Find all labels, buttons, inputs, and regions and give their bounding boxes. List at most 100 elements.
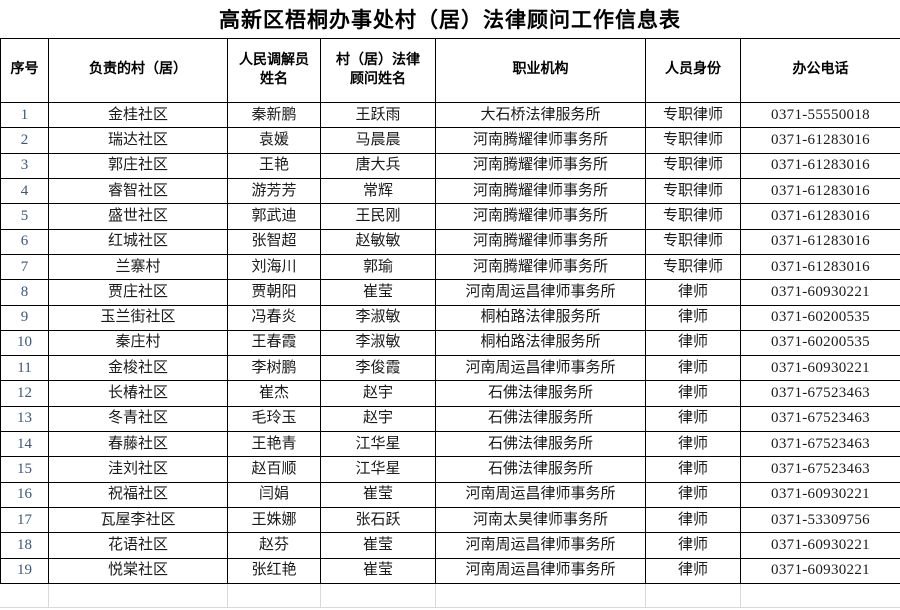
table-row: 9 玉兰街社区 冯春炎 李淑敏 桐柏路法律服务所 律师 0371-60200535 xyxy=(0,304,900,331)
serial-cell: 14 xyxy=(0,431,49,458)
advisor-name-cell: 赵宇 xyxy=(320,405,436,433)
institution-cell: 河南腾耀律师事务所 xyxy=(435,177,646,205)
village-cell: 秦庄村 xyxy=(48,329,228,357)
identity-cell: 律师 xyxy=(645,481,741,509)
institution-cell: 河南周运昌律师事务所 xyxy=(435,481,646,509)
column-header: 序号 xyxy=(0,38,49,103)
phone-cell: 0371-67523463 xyxy=(740,380,900,407)
institution-cell: 河南周运昌律师事务所 xyxy=(435,532,646,559)
advisor-name-cell: 崔莹 xyxy=(320,481,436,509)
advisor-name-cell: 江华星 xyxy=(320,431,436,458)
serial-cell: 11 xyxy=(0,355,49,382)
serial-cell: 1 xyxy=(0,101,49,129)
institution-cell: 石佛法律服务所 xyxy=(435,405,646,433)
village-cell: 红城社区 xyxy=(48,228,228,255)
village-cell: 睿智社区 xyxy=(48,177,228,205)
gridline xyxy=(320,584,321,608)
institution-cell: 石佛法律服务所 xyxy=(435,431,646,458)
identity-cell: 律师 xyxy=(645,279,741,306)
phone-cell: 0371-60930221 xyxy=(740,279,900,306)
serial-cell: 12 xyxy=(0,380,49,407)
table-row: 16 祝福社区 闫娟 崔莹 河南周运昌律师事务所 律师 0371-60930221 xyxy=(0,481,900,509)
gridline xyxy=(227,584,228,608)
phone-cell: 0371-60930221 xyxy=(740,532,900,559)
column-header: 负责的村（居） xyxy=(48,38,228,103)
advisor-name-cell: 郭瑜 xyxy=(320,253,436,281)
phone-cell: 0371-60930221 xyxy=(740,557,900,585)
identity-cell: 律师 xyxy=(645,329,741,357)
phone-cell: 0371-61283016 xyxy=(740,253,900,281)
table-row: 4 睿智社区 游芳芳 常辉 河南腾耀律师事务所 专职律师 0371-61283016 xyxy=(0,177,900,205)
mediator-name-cell: 王艳 xyxy=(227,152,321,179)
table-row: 17 瓦屋李社区 王姝娜 张石跃 河南太昊律师事务所 律师 0371-53309756 xyxy=(0,506,900,534)
identity-cell: 律师 xyxy=(645,355,741,382)
advisor-name-cell: 唐大兵 xyxy=(320,152,436,179)
serial-cell: 15 xyxy=(0,456,49,483)
village-cell: 兰寨村 xyxy=(48,253,228,281)
column-header: 人民调解员 姓名 xyxy=(227,38,321,103)
village-cell: 玉兰街社区 xyxy=(48,304,228,331)
village-cell: 郭庄社区 xyxy=(48,152,228,179)
header-row: 序号 负责的村（居） 人民调解员 姓名 村（居）法律 顾问姓名 职业机构 人员身份 办公电话 xyxy=(0,38,900,103)
village-cell: 瓦屋李社区 xyxy=(48,506,228,534)
village-cell: 长椿社区 xyxy=(48,380,228,407)
table-row: 15 洼刘社区 赵百顺 江华星 石佛法律服务所 律师 0371-67523463 xyxy=(0,456,900,483)
mediator-name-cell: 崔杰 xyxy=(227,380,321,407)
mediator-name-cell: 秦新鹏 xyxy=(227,101,321,129)
advisor-name-cell: 赵宇 xyxy=(320,380,436,407)
mediator-name-cell: 毛玲玉 xyxy=(227,405,321,433)
serial-cell: 9 xyxy=(0,304,49,331)
table-row: 5 盛世社区 郭武迪 王民刚 河南腾耀律师事务所 专职律师 0371-61283016 xyxy=(0,203,900,230)
identity-cell: 律师 xyxy=(645,456,741,483)
serial-cell: 8 xyxy=(0,279,49,306)
phone-cell: 0371-60200535 xyxy=(740,304,900,331)
phone-cell: 0371-61283016 xyxy=(740,177,900,205)
institution-cell: 河南周运昌律师事务所 xyxy=(435,279,646,306)
advisor-name-cell: 赵敏敏 xyxy=(320,228,436,255)
serial-cell: 13 xyxy=(0,405,49,433)
serial-cell: 5 xyxy=(0,203,49,230)
village-cell: 盛世社区 xyxy=(48,203,228,230)
table-header: 序号 负责的村（居） 人民调解员 姓名 村（居）法律 顾问姓名 职业机构 人员身份 办公电话 xyxy=(0,38,900,103)
phone-cell: 0371-67523463 xyxy=(740,405,900,433)
table-row: 10 秦庄村 王春霞 李淑敏 桐柏路法律服务所 律师 0371-60200535 xyxy=(0,329,900,357)
advisor-name-cell: 崔莹 xyxy=(320,557,436,585)
advisor-name-cell: 王民刚 xyxy=(320,203,436,230)
column-header: 办公电话 xyxy=(740,38,900,103)
institution-cell: 河南腾耀律师事务所 xyxy=(435,127,646,154)
column-header: 职业机构 xyxy=(435,38,646,103)
village-cell: 洼刘社区 xyxy=(48,456,228,483)
village-cell: 悦棠社区 xyxy=(48,557,228,585)
serial-cell: 7 xyxy=(0,253,49,281)
table-row: 18 花语社区 赵芬 崔莹 河南周运昌律师事务所 律师 0371-60930221 xyxy=(0,532,900,559)
mediator-name-cell: 贾朝阳 xyxy=(227,279,321,306)
serial-cell: 3 xyxy=(0,152,49,179)
identity-cell: 专职律师 xyxy=(645,177,741,205)
phone-cell: 0371-61283016 xyxy=(740,203,900,230)
page-title: 高新区梧桐办事处村（居）法律顾问工作信息表 xyxy=(219,8,681,32)
mediator-name-cell: 游芳芳 xyxy=(227,177,321,205)
advisor-name-cell: 江华星 xyxy=(320,456,436,483)
empty-grid-row xyxy=(0,584,900,608)
institution-cell: 河南腾耀律师事务所 xyxy=(435,152,646,179)
gridline xyxy=(435,584,436,608)
phone-cell: 0371-60930221 xyxy=(740,355,900,382)
serial-cell: 16 xyxy=(0,481,49,509)
institution-cell: 河南太昊律师事务所 xyxy=(435,506,646,534)
mediator-name-cell: 王艳青 xyxy=(227,431,321,458)
mediator-name-cell: 王春霞 xyxy=(227,329,321,357)
serial-cell: 18 xyxy=(0,532,49,559)
identity-cell: 专职律师 xyxy=(645,101,741,129)
serial-cell: 10 xyxy=(0,329,49,357)
institution-cell: 石佛法律服务所 xyxy=(435,380,646,407)
identity-cell: 律师 xyxy=(645,431,741,458)
phone-cell: 0371-55550018 xyxy=(740,101,900,129)
identity-cell: 律师 xyxy=(645,506,741,534)
village-cell: 贾庄社区 xyxy=(48,279,228,306)
mediator-name-cell: 张智超 xyxy=(227,228,321,255)
village-cell: 金桂社区 xyxy=(48,101,228,129)
identity-cell: 律师 xyxy=(645,532,741,559)
gridline xyxy=(740,584,741,608)
village-cell: 金梭社区 xyxy=(48,355,228,382)
